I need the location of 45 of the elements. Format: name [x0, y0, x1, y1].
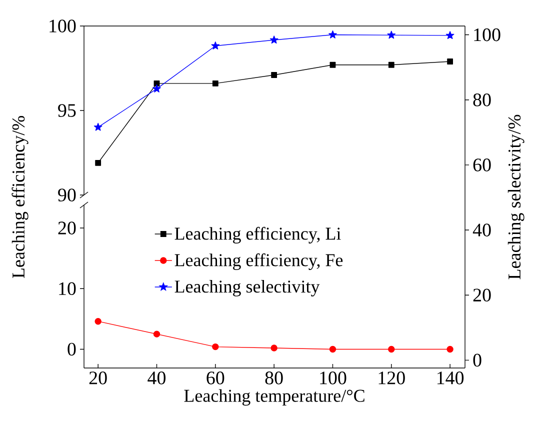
point	[328, 30, 337, 38]
point	[95, 160, 102, 166]
x-tick-label: 120	[378, 372, 405, 384]
point	[329, 346, 336, 353]
point	[270, 344, 278, 352]
x-tick-label: 80	[265, 372, 283, 384]
point	[446, 31, 454, 40]
point	[212, 343, 219, 350]
y-tick-label: 90	[58, 188, 76, 202]
y-tick-label: 100	[50, 20, 76, 32]
y2-tick-label: 40	[472, 224, 491, 236]
y2-tick-label: 0	[473, 354, 482, 367]
y2-tick-label: 20	[473, 288, 491, 302]
legend-label: Leaching efficiency, Fe	[174, 253, 343, 270]
x-axis-title: Leaching temperature/°C	[184, 389, 364, 406]
point	[446, 346, 454, 353]
y-tick-label: 20	[58, 222, 76, 234]
point	[94, 122, 102, 131]
y-tick-label: 10	[59, 282, 76, 296]
x-tick-label: 20	[89, 372, 107, 384]
point	[212, 80, 218, 86]
x-tick-label: 140	[437, 372, 464, 384]
point	[153, 330, 160, 338]
x-tick-label: 100	[320, 372, 346, 384]
point	[211, 42, 220, 50]
legend-label: Leaching efficiency, Li	[174, 226, 341, 244]
y-tick-label: 95	[58, 104, 76, 117]
point	[330, 62, 336, 68]
y-tick-label: 0	[68, 342, 76, 356]
y2-tick-label: 60	[473, 158, 491, 172]
point	[94, 318, 102, 325]
y-axis-title: Leaching efficiency/%	[12, 116, 28, 278]
point	[447, 58, 453, 64]
point	[270, 36, 278, 44]
point	[388, 346, 395, 353]
y2-tick-label: 80	[473, 93, 491, 106]
y2-axis-title: Leaching selectivity/%	[508, 114, 524, 280]
x-tick-label: 60	[206, 372, 224, 384]
y2-tick-label: 100	[474, 28, 500, 42]
x-tick-label: 40	[148, 372, 166, 384]
point	[271, 72, 278, 78]
point	[152, 84, 161, 92]
legend-label: Leaching selectivity	[174, 280, 320, 296]
point	[387, 30, 396, 39]
point	[388, 62, 394, 68]
